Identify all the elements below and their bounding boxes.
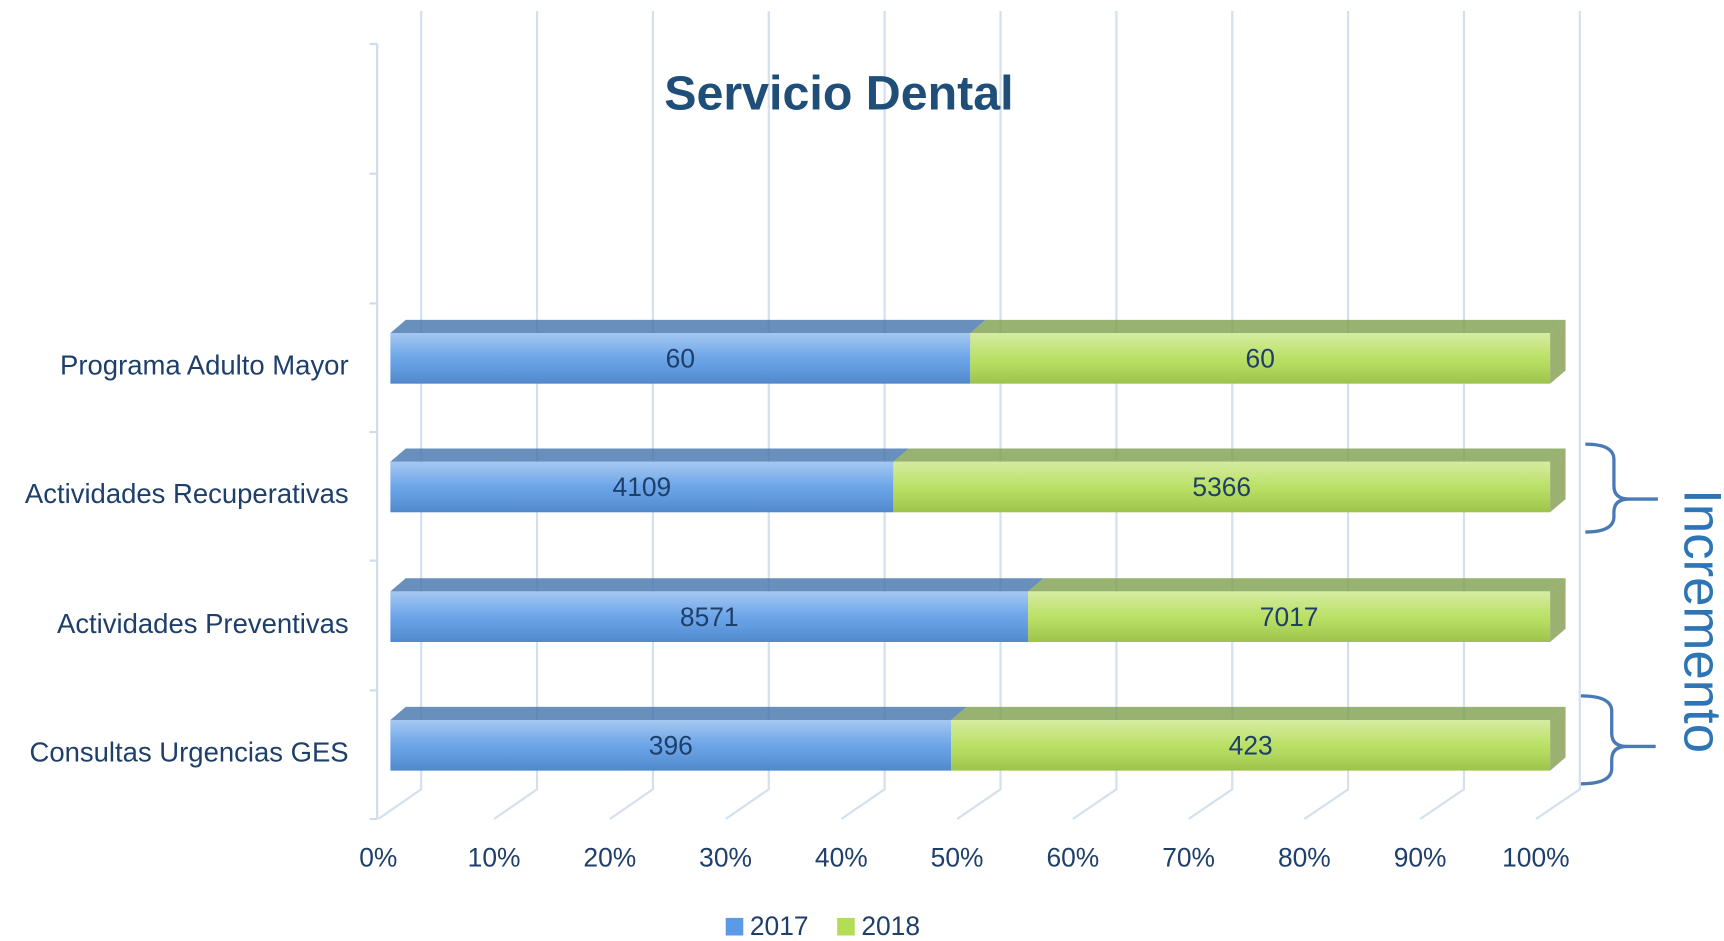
grid-line xyxy=(377,10,423,820)
bar-side-dark xyxy=(1550,319,1566,384)
y-tick-label: Consultas Urgencias GES xyxy=(30,736,349,767)
bar-shine xyxy=(893,461,1551,513)
x-tick-label: 0% xyxy=(359,843,397,873)
bar-shine xyxy=(1028,591,1551,642)
bar-top-shade xyxy=(390,706,967,721)
x-tick-label: 80% xyxy=(1278,843,1331,873)
data-label: 8571 xyxy=(680,602,739,632)
legend-swatch xyxy=(837,917,855,936)
bar-shine xyxy=(951,720,1551,771)
brace xyxy=(1580,694,1656,786)
x-tick-label: 70% xyxy=(1162,843,1215,873)
bar-top xyxy=(1028,578,1566,592)
bar-top xyxy=(390,578,1044,592)
grid-line xyxy=(956,10,1002,820)
bar-top xyxy=(390,448,909,462)
grid-line xyxy=(724,10,770,820)
grid-line xyxy=(1187,10,1234,820)
bar-shine xyxy=(970,333,1551,384)
brace xyxy=(1585,442,1658,534)
data-label: 4109 xyxy=(613,472,672,502)
x-tick-label: 60% xyxy=(1046,843,1099,873)
grid-line xyxy=(1072,10,1118,820)
legend-label: 2017 xyxy=(750,911,809,941)
chart-title: Servicio Dental xyxy=(664,67,1013,121)
legend-label: 2018 xyxy=(861,911,920,941)
y-tick-label: Programa Adulto Mayor xyxy=(60,349,349,380)
data-label: 60 xyxy=(1246,344,1275,374)
bar-top xyxy=(893,448,1566,462)
bar-side xyxy=(1550,578,1566,642)
data-label: 7017 xyxy=(1260,602,1319,632)
x-tick-label: 100% xyxy=(1502,843,1569,873)
grid-line xyxy=(1419,10,1466,820)
bar-side-dark xyxy=(1550,706,1566,771)
bar-side xyxy=(1550,706,1566,771)
data-label: 5366 xyxy=(1192,472,1251,502)
data-label: 423 xyxy=(1229,730,1273,760)
bar-side-dark xyxy=(1550,578,1566,642)
bar-top xyxy=(390,319,986,334)
grid-line xyxy=(840,10,886,820)
bar-side xyxy=(1550,448,1566,513)
bar-shine xyxy=(390,461,894,513)
bar-top-shade xyxy=(390,319,986,334)
bar-top-shade xyxy=(951,706,1566,721)
grid-line xyxy=(493,10,539,820)
bar-top xyxy=(970,319,1566,334)
bar-side xyxy=(1550,319,1566,384)
bars: Programa Adulto Mayor 60 60 Actividades Rec… xyxy=(25,319,1566,771)
y-tick-label: Actividades Preventivas xyxy=(57,608,349,639)
grid-line xyxy=(1535,10,1581,820)
data-label: 60 xyxy=(666,344,695,374)
grid-line xyxy=(1303,10,1350,820)
y-tick-label: Actividades Recuperativas xyxy=(25,478,349,509)
x-tick-label: 30% xyxy=(699,843,752,873)
x-tick-label: 10% xyxy=(468,843,521,873)
bar-top-shade xyxy=(970,319,1566,334)
x-tick-label: 90% xyxy=(1394,843,1447,873)
bar-top-shade xyxy=(893,448,1566,462)
x-tick-label: 20% xyxy=(583,843,636,873)
bar-top-shade xyxy=(1028,578,1566,592)
data-label: 396 xyxy=(649,730,693,760)
bar-top-shade xyxy=(390,578,1044,592)
bar-top xyxy=(951,706,1566,721)
x-tick-label: 50% xyxy=(931,843,984,873)
x-tick-label: 40% xyxy=(815,843,868,873)
bar-shine xyxy=(390,591,1029,642)
bar-top-shade xyxy=(390,448,909,462)
legend-swatch xyxy=(725,917,744,936)
bar-shine xyxy=(390,720,952,771)
bar-side-dark xyxy=(1550,448,1566,513)
bar-top xyxy=(390,706,967,721)
grid: 0% 10% 20% 30% 40% 50% 60% 70% 80% 90% 100% xyxy=(359,10,1581,873)
bar-shine xyxy=(390,333,971,384)
annotation: Incremento xyxy=(1673,489,1724,753)
grid-line xyxy=(609,10,655,820)
